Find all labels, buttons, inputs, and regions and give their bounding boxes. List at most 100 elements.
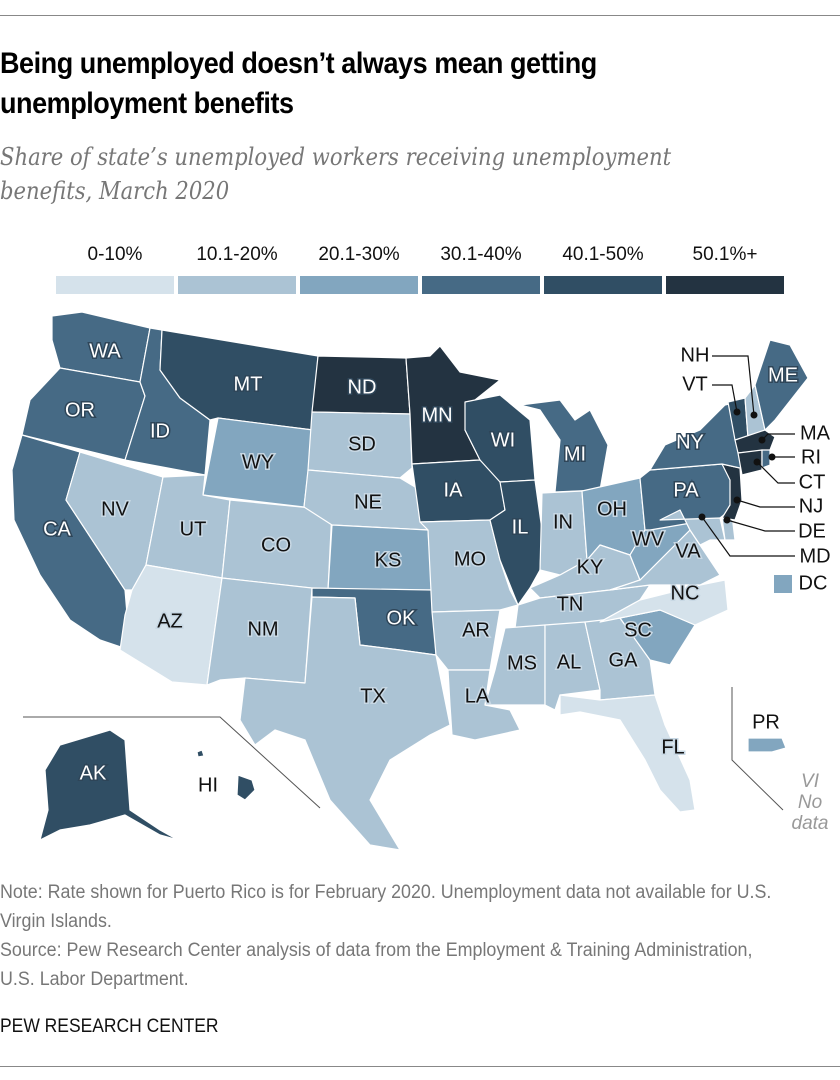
svg-text:TN: TN [557, 593, 584, 615]
svg-text:DC: DC [799, 572, 828, 594]
svg-text:MN: MN [421, 404, 452, 426]
svg-text:DE: DE [798, 520, 826, 542]
svg-text:IN: IN [553, 511, 573, 533]
vi-label: VI [801, 771, 819, 792]
chart-title: Being unemployed doesn’t always mean get… [0, 47, 597, 120]
svg-text:CA: CA [43, 518, 71, 540]
svg-text:KS: KS [375, 549, 402, 571]
svg-text:NV: NV [101, 498, 129, 520]
notes: Note: Rate shown for Puerto Rico is for … [0, 878, 790, 994]
legend-item: 40.1-50% [544, 244, 662, 294]
state-HI [236, 774, 256, 801]
no-data-text: No data [791, 792, 829, 834]
svg-text:NM: NM [247, 618, 278, 640]
svg-text:PR: PR [752, 711, 780, 733]
state-NC [599, 579, 729, 626]
svg-text:GA: GA [609, 649, 639, 671]
svg-text:FL: FL [661, 736, 684, 758]
legend-item: 10.1-20% [178, 244, 296, 294]
svg-text:ID: ID [150, 420, 170, 442]
legend-swatch [422, 276, 540, 294]
vi-no-data-label: VI No data [780, 771, 840, 834]
legend-label: 30.1-40% [440, 244, 522, 265]
brand-footer: PEW RESEARCH CENTER [0, 1016, 219, 1037]
legend-label: 0-10% [87, 244, 143, 265]
svg-text:OR: OR [65, 399, 95, 421]
legend-swatch [666, 276, 784, 294]
svg-text:NC: NC [671, 582, 700, 604]
legend-item: 0-10% [56, 244, 174, 294]
state-FL [559, 694, 696, 813]
state-labels: WA OR ID CA MT ND WY SD NE NV UT CO KS M… [42, 339, 831, 797]
state-CT [737, 449, 763, 476]
inset-divider-pr [731, 687, 784, 811]
callout-dots [698, 408, 776, 524]
state-SD [307, 411, 413, 479]
svg-text:MS: MS [507, 652, 537, 674]
state-IL [489, 479, 543, 606]
svg-text:NJ: NJ [799, 495, 823, 517]
inset-divider [23, 716, 321, 809]
note-text: Note: Rate shown for Puerto Rico is for … [0, 882, 772, 932]
svg-text:NH: NH [681, 344, 710, 366]
svg-text:AK: AK [80, 762, 107, 784]
svg-text:AR: AR [462, 619, 490, 641]
state-HI-islands [196, 749, 205, 758]
svg-text:SD: SD [348, 433, 376, 455]
svg-text:WA: WA [89, 340, 121, 362]
svg-text:AZ: AZ [157, 610, 183, 632]
svg-text:VT: VT [682, 373, 708, 395]
source-text: Source: Pew Research Center analysis of … [0, 940, 753, 990]
svg-text:WI: WI [491, 429, 515, 451]
state-MI [519, 399, 609, 493]
state-PR [747, 737, 787, 753]
legend-label: 10.1-20% [196, 244, 278, 265]
state-RI [761, 449, 771, 469]
svg-text:CO: CO [261, 534, 291, 556]
svg-text:SC: SC [624, 619, 652, 641]
bottom-rule [0, 1066, 840, 1067]
legend-label: 50.1%+ [692, 244, 758, 265]
svg-text:MO: MO [454, 548, 486, 570]
svg-text:VA: VA [675, 540, 701, 562]
legend-label: 40.1-50% [562, 244, 644, 265]
state-AK [39, 729, 179, 841]
dc-swatch [774, 575, 792, 593]
svg-text:OK: OK [387, 607, 417, 629]
svg-text:WV: WV [632, 528, 665, 550]
legend-item: 20.1-30% [300, 244, 418, 294]
svg-text:KY: KY [577, 556, 604, 578]
callout-lines [701, 355, 795, 557]
state-MA [734, 429, 776, 454]
svg-text:IL: IL [512, 516, 529, 538]
svg-text:TX: TX [360, 685, 386, 707]
svg-text:LA: LA [465, 685, 490, 707]
legend-swatch [56, 276, 174, 294]
top-rule [0, 15, 840, 16]
state-LA [447, 669, 521, 741]
svg-text:MI: MI [564, 443, 586, 465]
svg-text:CT: CT [799, 471, 826, 493]
svg-text:NY: NY [676, 431, 704, 453]
state-MD [659, 509, 726, 546]
svg-text:WY: WY [242, 451, 274, 473]
svg-text:HI: HI [198, 774, 218, 796]
legend-item: 30.1-40% [422, 244, 540, 294]
svg-text:ND: ND [348, 376, 377, 398]
svg-text:UT: UT [180, 518, 207, 540]
svg-text:AL: AL [557, 651, 581, 673]
chart-subtitle: Share of state’s unemployed workers rece… [0, 143, 672, 205]
legend-swatch [300, 276, 418, 294]
svg-text:MD: MD [799, 545, 830, 567]
legend-item: 50.1%+ [666, 244, 784, 294]
svg-text:NE: NE [354, 491, 382, 513]
legend-swatch [178, 276, 296, 294]
svg-text:IA: IA [444, 479, 464, 501]
state-TX [239, 596, 451, 851]
svg-text:MT: MT [234, 373, 263, 395]
svg-text:MA: MA [800, 422, 831, 444]
legend-swatch [544, 276, 662, 294]
legend-label: 20.1-30% [318, 244, 400, 265]
svg-text:RI: RI [801, 446, 821, 468]
